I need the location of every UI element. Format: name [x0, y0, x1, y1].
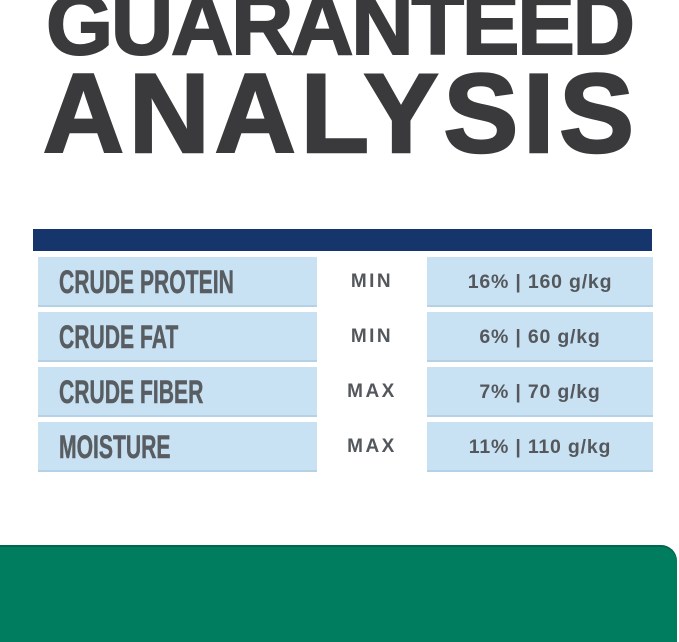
qualifier-label: MAX — [347, 436, 397, 457]
navy-divider-bar — [33, 229, 652, 251]
nutrient-cell: CRUDE FAT — [38, 312, 317, 362]
nutrient-label: CRUDE FAT — [59, 318, 179, 355]
qualifier-cell: MIN — [317, 312, 427, 362]
table-row-crude-protein: CRUDE PROTEIN MIN 16% | 160 g/kg — [38, 257, 653, 307]
value-label: 7% | 70 g/kg — [479, 380, 601, 403]
table-row-crude-fat: CRUDE FAT MIN 6% | 60 g/kg — [38, 312, 653, 362]
nutrient-cell: CRUDE PROTEIN — [38, 257, 317, 307]
page-title: GUARANTEED ANALYSIS — [0, 0, 679, 176]
table-row-crude-fiber: CRUDE FIBER MAX 7% | 70 g/kg — [38, 367, 653, 417]
nutrient-cell: MOISTURE — [38, 422, 317, 472]
nutrient-label: CRUDE FIBER — [59, 373, 204, 410]
title-line-guaranteed: GUARANTEED — [45, 0, 636, 73]
value-cell: 16% | 160 g/kg — [427, 257, 653, 307]
qualifier-label: MIN — [350, 326, 394, 347]
analysis-table: CRUDE PROTEIN MIN 16% | 160 g/kg CRUDE F… — [38, 257, 653, 472]
value-cell: 11% | 110 g/kg — [427, 422, 653, 472]
table-row-moisture: MOISTURE MAX 11% | 110 g/kg — [38, 422, 653, 472]
title-line-analysis: ANALYSIS — [42, 51, 639, 176]
value-label: 6% | 60 g/kg — [479, 325, 601, 348]
green-footer-panel — [0, 545, 677, 642]
qualifier-cell: MAX — [317, 367, 427, 417]
qualifier-cell: MAX — [317, 422, 427, 472]
value-label: 16% | 160 g/kg — [467, 270, 613, 293]
value-cell: 6% | 60 g/kg — [427, 312, 653, 362]
qualifier-cell: MIN — [317, 257, 427, 307]
qualifier-label: MAX — [347, 381, 397, 402]
nutrient-label: MOISTURE — [59, 428, 171, 465]
value-cell: 7% | 70 g/kg — [427, 367, 653, 417]
nutrient-label: CRUDE PROTEIN — [59, 263, 234, 300]
qualifier-label: MIN — [350, 271, 394, 292]
value-label: 11% | 110 g/kg — [468, 435, 612, 458]
nutrient-cell: CRUDE FIBER — [38, 367, 317, 417]
